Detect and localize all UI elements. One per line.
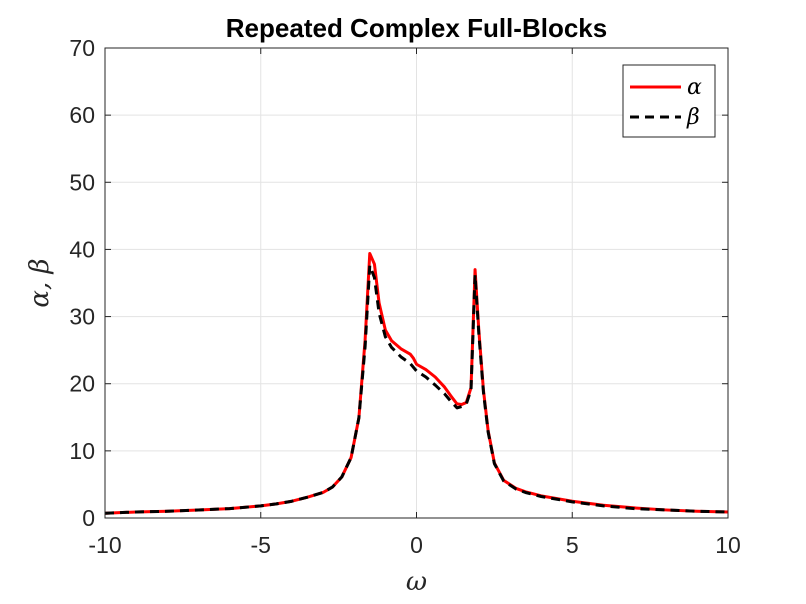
y-tick-label: 20	[69, 371, 95, 397]
grid	[104, 47, 729, 519]
chart-title: Repeated Complex Full-Blocks	[226, 13, 607, 43]
x-axis-label: ω	[406, 567, 427, 597]
x-tick-label: 5	[566, 532, 579, 558]
ticks	[104, 47, 729, 519]
y-tick-label: 70	[69, 35, 95, 61]
x-tick-label: -5	[251, 532, 271, 558]
series-line-beta	[104, 264, 729, 515]
y-tick-label: 10	[69, 438, 95, 464]
plot-lines	[104, 251, 729, 515]
legend-label: α	[687, 75, 702, 100]
tick-labels: -10 -5 0 5 10 0 10 20 30 40 50 60 70	[69, 35, 740, 558]
x-tick-label: 10	[715, 532, 741, 558]
y-tick-label: 50	[69, 169, 95, 195]
x-tick-label: -10	[88, 532, 121, 558]
x-tick-label: 0	[410, 532, 423, 558]
y-tick-label: 0	[82, 505, 95, 531]
y-tick-label: 60	[69, 102, 95, 128]
legend-box	[622, 64, 716, 138]
legend-label: β	[686, 105, 700, 130]
legend: αβ	[622, 64, 716, 138]
y-tick-label: 30	[69, 304, 95, 330]
y-axis-label: α, β	[25, 258, 55, 307]
y-tick-label: 40	[69, 236, 95, 262]
